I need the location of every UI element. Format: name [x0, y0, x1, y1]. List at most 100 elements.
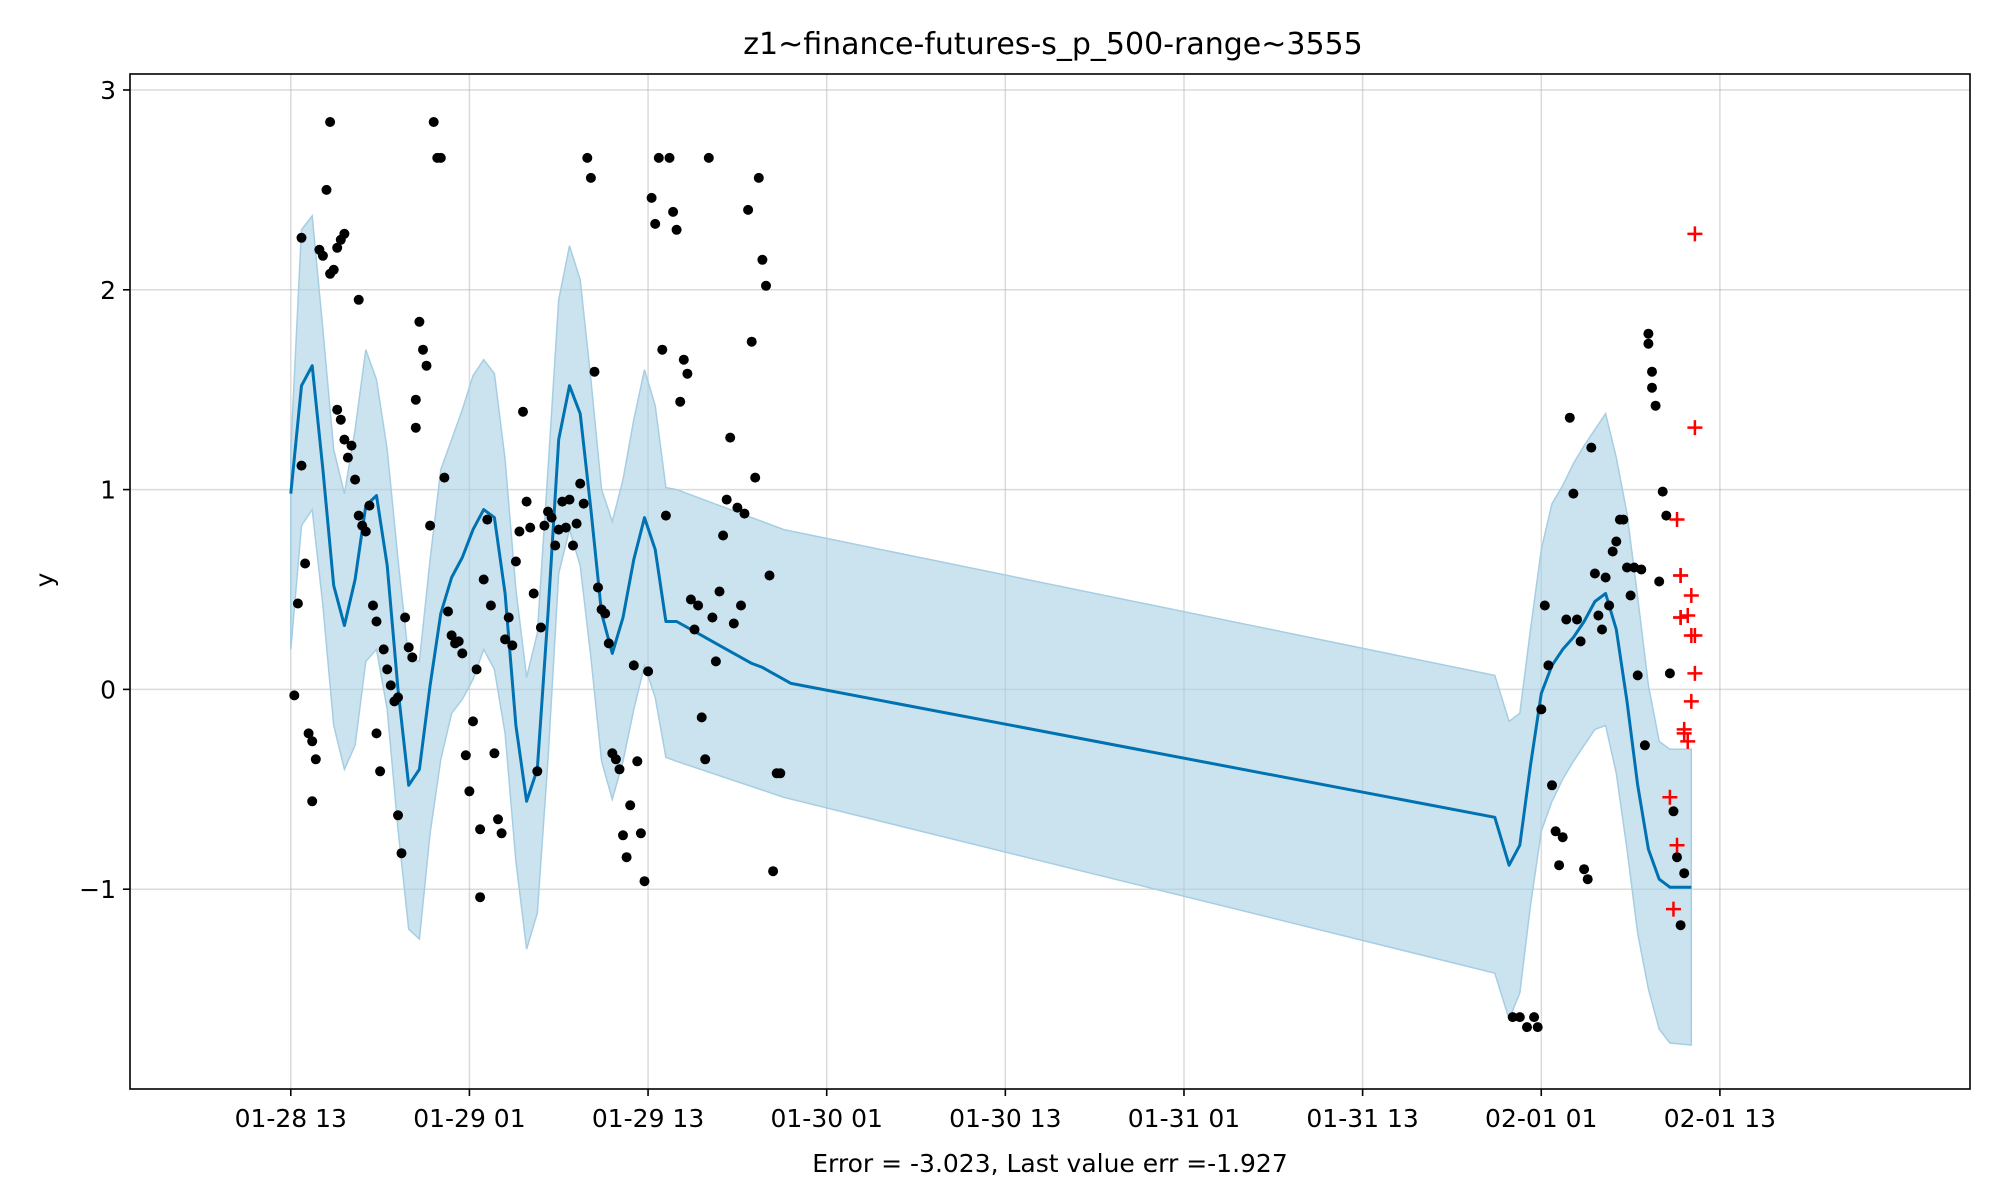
observed-point	[503, 612, 514, 623]
observed-point	[296, 460, 307, 471]
observed-point	[721, 494, 732, 505]
future-point	[1669, 837, 1685, 853]
observed-point	[421, 360, 432, 371]
y-tick-label: 0	[100, 675, 116, 704]
observed-point	[689, 624, 700, 635]
observed-point	[621, 852, 632, 863]
observed-point	[303, 728, 314, 739]
y-axis-ticks: −1 0 1 2 3	[79, 76, 130, 904]
observed-point	[375, 766, 386, 777]
observed-point	[353, 294, 364, 305]
observed-point	[393, 692, 403, 703]
observed-point	[707, 612, 718, 623]
x-tick-label: 01-31 01	[1128, 1104, 1240, 1133]
forecast-line-layer	[289, 364, 1692, 889]
observed-point	[618, 830, 628, 841]
y-tick-label: 3	[100, 76, 116, 105]
observed-point	[685, 594, 696, 605]
observed-point	[321, 184, 332, 195]
observed-point	[328, 264, 339, 275]
observed-point	[1582, 874, 1593, 885]
future-point	[1683, 587, 1699, 603]
observed-point	[571, 518, 582, 529]
x-axis-ticks: 01-28 13 01-29 01 01-29 13 01-30 01 01-30 13…	[235, 1089, 1776, 1133]
observed-point	[325, 117, 336, 127]
future-point	[1662, 789, 1678, 805]
observed-point	[725, 432, 736, 443]
observed-point	[678, 354, 689, 365]
observed-point	[610, 754, 621, 765]
x-tick-label: 02-01 01	[1485, 1104, 1597, 1133]
observed-point	[650, 218, 661, 229]
x-tick-label: 01-29 01	[413, 1104, 525, 1133]
chart-title: z1~finance-futures-s_p_500-range~3555	[743, 27, 1362, 62]
observed-point	[1557, 832, 1568, 843]
future-point	[1687, 420, 1703, 436]
observed-point	[335, 414, 346, 425]
observed-point	[1579, 864, 1590, 875]
observed-point	[1536, 704, 1547, 715]
observed-point	[1643, 328, 1654, 339]
observed-point	[757, 254, 768, 265]
observed-point	[1507, 1012, 1518, 1023]
observed-point	[332, 404, 343, 415]
observed-point	[514, 526, 525, 537]
observed-point	[628, 660, 639, 671]
future-point	[1683, 693, 1699, 709]
future-point	[1676, 725, 1692, 741]
future-point	[1673, 609, 1689, 625]
observed-point	[750, 472, 761, 483]
observed-point	[775, 768, 786, 779]
observed-point	[1604, 600, 1615, 611]
observed-point	[1625, 590, 1636, 601]
observed-point	[739, 508, 750, 519]
observed-point	[653, 152, 664, 163]
observed-point	[468, 716, 478, 727]
observed-point	[410, 422, 421, 433]
observed-point	[518, 406, 528, 417]
observed-point	[1647, 382, 1657, 393]
observed-point	[703, 152, 714, 163]
observed-point	[332, 242, 343, 253]
observed-point	[289, 690, 300, 701]
observed-point	[1622, 562, 1632, 573]
future-point	[1673, 568, 1689, 584]
observed-point	[1529, 1012, 1540, 1023]
observed-point	[418, 344, 428, 355]
observed-point	[310, 754, 321, 765]
observed-point	[693, 600, 704, 611]
plot-frame	[129, 73, 1971, 1090]
observed-point	[736, 600, 746, 611]
observed-point	[1611, 536, 1622, 547]
observed-point	[400, 612, 411, 623]
observed-point	[1539, 600, 1550, 611]
observed-point	[1650, 400, 1661, 411]
observed-point	[407, 652, 418, 663]
observed-point	[446, 630, 457, 641]
observed-point	[1547, 780, 1557, 791]
observed-point	[635, 828, 646, 839]
observed-point	[364, 500, 375, 511]
observed-point	[668, 206, 679, 217]
observed-point	[1643, 338, 1654, 349]
observed-point	[646, 192, 657, 203]
observed-point	[764, 570, 775, 581]
observed-point	[510, 556, 521, 567]
observed-point	[393, 810, 403, 821]
observed-point	[439, 472, 450, 483]
observed-point	[443, 606, 453, 617]
observed-point	[743, 204, 754, 215]
x-tick-label: 01-30 13	[949, 1104, 1061, 1133]
observed-point	[1561, 614, 1572, 625]
observed-point	[382, 664, 393, 675]
observed-point	[307, 736, 318, 747]
observed-point	[1675, 920, 1686, 931]
observed-point	[1586, 442, 1597, 453]
observed-point	[385, 680, 396, 691]
observed-point	[1600, 572, 1611, 583]
observed-point	[710, 656, 721, 667]
observed-point	[346, 440, 357, 451]
observed-point	[1647, 366, 1657, 377]
